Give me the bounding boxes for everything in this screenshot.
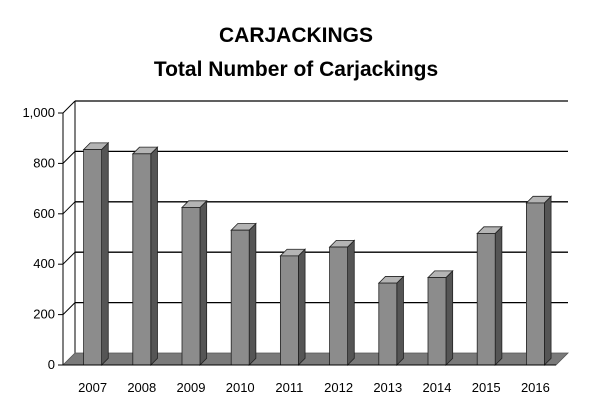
x-tick-label: 2012 (324, 380, 353, 395)
y-tick-label: 600 (33, 206, 55, 221)
bar (83, 149, 102, 366)
x-tick-label: 2011 (275, 380, 303, 395)
x-tick-label: 2009 (177, 380, 206, 395)
bar-side (150, 146, 158, 366)
y-tick-label: 0 (48, 357, 55, 372)
bar (378, 282, 398, 366)
bar (476, 233, 496, 366)
chart-title: CARJACKINGS (218, 24, 373, 47)
gridline-wall-segment (62, 251, 76, 265)
y-tick-label: 200 (33, 307, 55, 322)
x-tick-label: 2014 (423, 380, 452, 395)
gridline-wall-segment (62, 201, 76, 215)
bar (279, 255, 299, 366)
bar-side (544, 195, 552, 366)
bar-side (445, 269, 454, 366)
bar-side (248, 222, 257, 366)
bar (132, 153, 152, 366)
chart-subtitle: Total Number of Carjackings (153, 58, 439, 81)
bar-side (297, 248, 306, 366)
bar-side (199, 199, 208, 366)
y-tick-label: 800 (33, 155, 55, 170)
x-tick-label: 2010 (226, 380, 255, 395)
bar (230, 229, 250, 366)
bar (526, 202, 545, 366)
y-tick-label: 1,000 (22, 105, 55, 120)
x-tick-label: 2013 (373, 380, 402, 395)
gridline-wall-segment (62, 100, 76, 114)
bar-side (347, 239, 355, 366)
gridline-wall-segment (62, 151, 76, 164)
bar (181, 207, 201, 366)
x-tick-label: 2008 (127, 380, 156, 395)
x-tick-label: 2015 (472, 380, 501, 395)
bar-side (494, 225, 503, 366)
bar-side (396, 275, 404, 366)
bar (427, 277, 447, 366)
x-tick-label: 2007 (78, 380, 107, 395)
gridline-wall-segment (62, 302, 76, 315)
y-tick-label: 400 (33, 256, 55, 271)
bar-side (101, 141, 109, 366)
bar (329, 246, 349, 366)
x-tick-label: 2016 (521, 380, 550, 395)
